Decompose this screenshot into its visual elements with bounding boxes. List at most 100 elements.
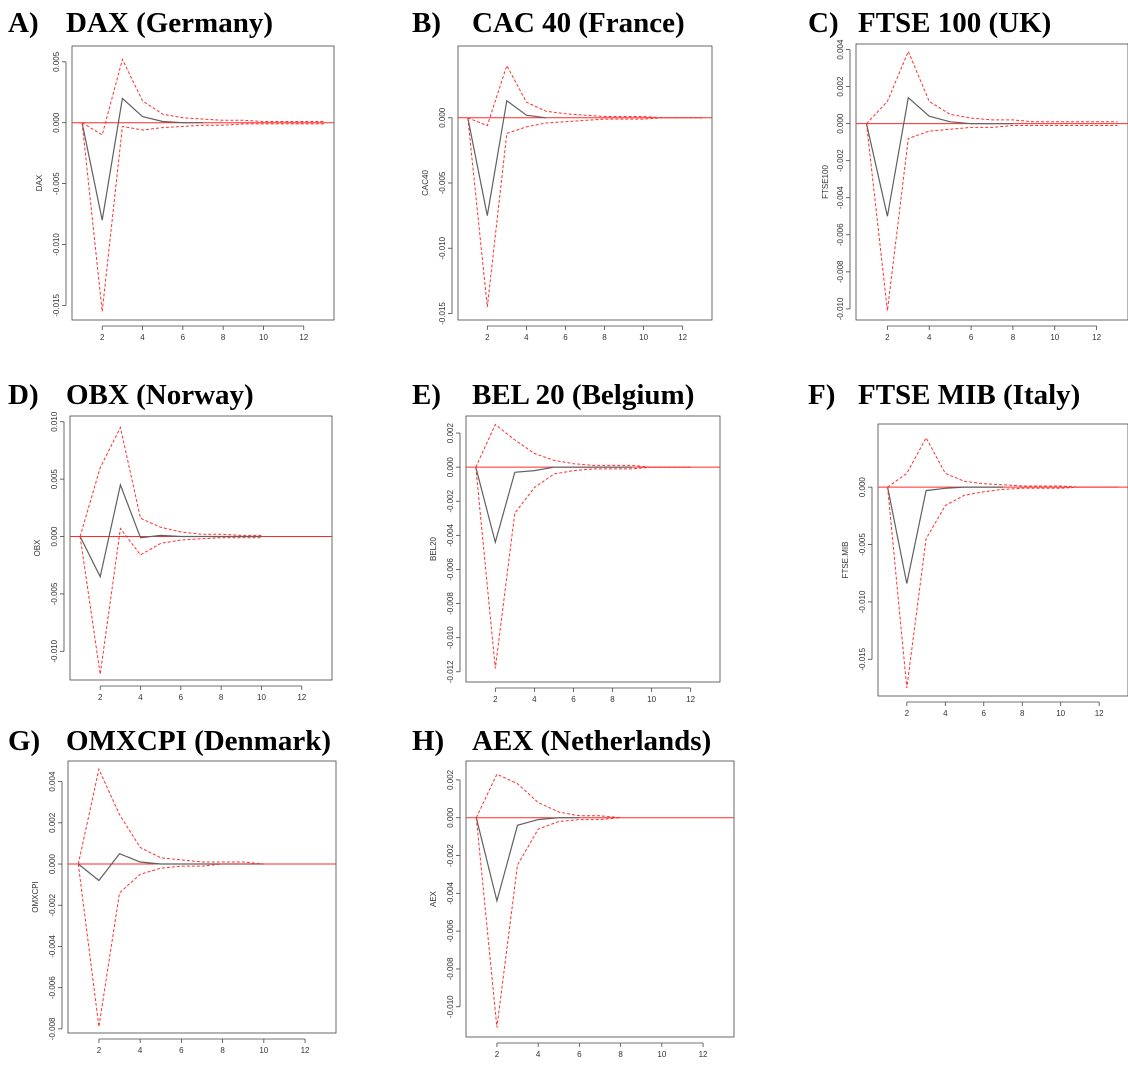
y-tick-label: 0.004 [48, 771, 57, 792]
y-tick-label: 0.000 [438, 107, 447, 128]
y-tick-label: -0.005 [858, 533, 867, 556]
series-upper-line [81, 57, 324, 136]
series-response-line [475, 817, 580, 904]
panel-letter-f: F) [808, 379, 836, 411]
x-tick-label: 8 [602, 333, 607, 342]
x-tick-label: 8 [1011, 333, 1016, 342]
x-tick-label: 10 [657, 1050, 666, 1059]
x-tick-label: 6 [982, 709, 987, 718]
panel-name-c: FTSE 100 (UK) [858, 7, 1052, 39]
y-tick-label: -0.010 [50, 639, 59, 662]
y-axis-label: OBX [33, 539, 42, 557]
y-axis-label: BEL20 [429, 536, 438, 561]
y-tick-label: -0.010 [438, 236, 447, 259]
panel-name-b: CAC 40 (France) [472, 7, 685, 39]
series-upper-line [887, 436, 1119, 488]
series-response-line [77, 852, 264, 882]
panel-title-a: A) DAX (Germany) [8, 6, 273, 40]
y-tick-label: -0.006 [836, 223, 845, 246]
y-tick-label: 0.000 [858, 477, 867, 498]
panel-name-f: FTSE MIB (Italy) [858, 379, 1081, 411]
x-tick-label: 2 [905, 709, 910, 718]
panel-title-f: F) FTSE MIB (Italy) [808, 378, 1080, 412]
y-tick-label: -0.004 [836, 186, 845, 209]
plot-frame [67, 760, 337, 1034]
x-tick-label: 12 [1095, 709, 1104, 718]
x-tick-label: 4 [536, 1050, 541, 1059]
y-tick-label: 0.002 [48, 812, 57, 833]
panel-letter-d: D) [8, 379, 39, 411]
x-tick-label: 8 [220, 1046, 225, 1055]
y-tick-label: -0.004 [446, 523, 455, 546]
x-tick-label: 6 [179, 1046, 184, 1055]
panel-name-a: DAX (Germany) [66, 7, 273, 39]
series-upper-line [475, 773, 621, 819]
panel-letter-g: G) [8, 725, 41, 757]
y-tick-label: -0.006 [48, 976, 57, 999]
series-response-line [467, 99, 546, 216]
x-tick-label: 12 [678, 333, 687, 342]
series-lower-line [887, 486, 1119, 689]
plot-frame [465, 415, 721, 683]
y-tick-label: -0.004 [48, 935, 57, 958]
x-tick-label: 4 [138, 693, 143, 702]
panel-letter-c: C) [808, 7, 839, 39]
x-tick-label: 8 [610, 695, 615, 704]
chart-aex: 2 4 6 8 10 12 0.002 0.000 -0.002 -0.004 -0.006 -0.0… [429, 760, 735, 1059]
x-tick-label: 10 [259, 333, 268, 342]
plot-frame [71, 45, 335, 321]
y-axis-label: OMXCPI [31, 881, 40, 913]
y-tick-label: 0.000 [52, 112, 61, 133]
y-tick-label: -0.010 [52, 233, 61, 256]
y-tick-label: -0.015 [52, 293, 61, 316]
series-response-line [81, 97, 203, 221]
x-tick-label: 2 [97, 1046, 102, 1055]
x-tick-label: 12 [301, 1046, 310, 1055]
series-response-line [79, 482, 262, 579]
series-lower-line [475, 817, 621, 1028]
series-lower-line [79, 527, 262, 675]
y-tick-label: 0.000 [50, 526, 59, 547]
y-axis-label: FTSE100 [821, 165, 830, 199]
x-tick-label: 4 [532, 695, 537, 704]
y-tick-label: 0.002 [446, 769, 455, 790]
series-response-line [887, 486, 1003, 584]
y-axis-label: FTSE.MIB [841, 542, 850, 579]
x-tick-label: 2 [495, 1050, 500, 1059]
panel-letter-e: E) [412, 379, 441, 411]
y-tick-label: -0.010 [858, 590, 867, 613]
series-upper-line [467, 64, 703, 127]
x-tick-label: 8 [219, 693, 224, 702]
y-tick-label: 0.000 [836, 113, 845, 134]
x-tick-label: 2 [485, 333, 490, 342]
y-tick-label: -0.002 [836, 149, 845, 172]
y-axis-label: DAX [35, 174, 44, 191]
y-axis-label: AEX [429, 890, 438, 907]
x-tick-label: 12 [699, 1050, 708, 1059]
series-lower-line [467, 117, 703, 308]
plot-frame [69, 415, 333, 681]
x-tick-label: 8 [1020, 709, 1025, 718]
y-tick-label: 0.004 [836, 39, 845, 60]
x-tick-label: 10 [639, 333, 648, 342]
y-tick-label: -0.008 [48, 1017, 57, 1040]
series-lower-line [866, 123, 1118, 311]
y-tick-label: 0.010 [50, 411, 59, 432]
y-tick-label: -0.005 [438, 171, 447, 194]
y-tick-label: 0.000 [446, 457, 455, 478]
x-tick-label: 12 [297, 693, 306, 702]
panel-title-c: C) FTSE 100 (UK) [808, 6, 1051, 40]
x-tick-label: 4 [524, 333, 529, 342]
x-tick-label: 4 [927, 333, 932, 342]
series-lower-line [81, 122, 324, 312]
series-lower-line [77, 863, 264, 1027]
series-response-line [865, 96, 1013, 217]
plot-frame [877, 423, 1128, 697]
panel-name-d: OBX (Norway) [66, 379, 254, 411]
series-lower-line [475, 466, 691, 669]
series-response-line [475, 466, 633, 545]
panel-name-g: OMXCPI (Denmark) [66, 725, 331, 757]
x-tick-label: 6 [577, 1050, 582, 1059]
y-tick-label: -0.008 [446, 592, 455, 615]
y-tick-label: 0.002 [446, 422, 455, 443]
